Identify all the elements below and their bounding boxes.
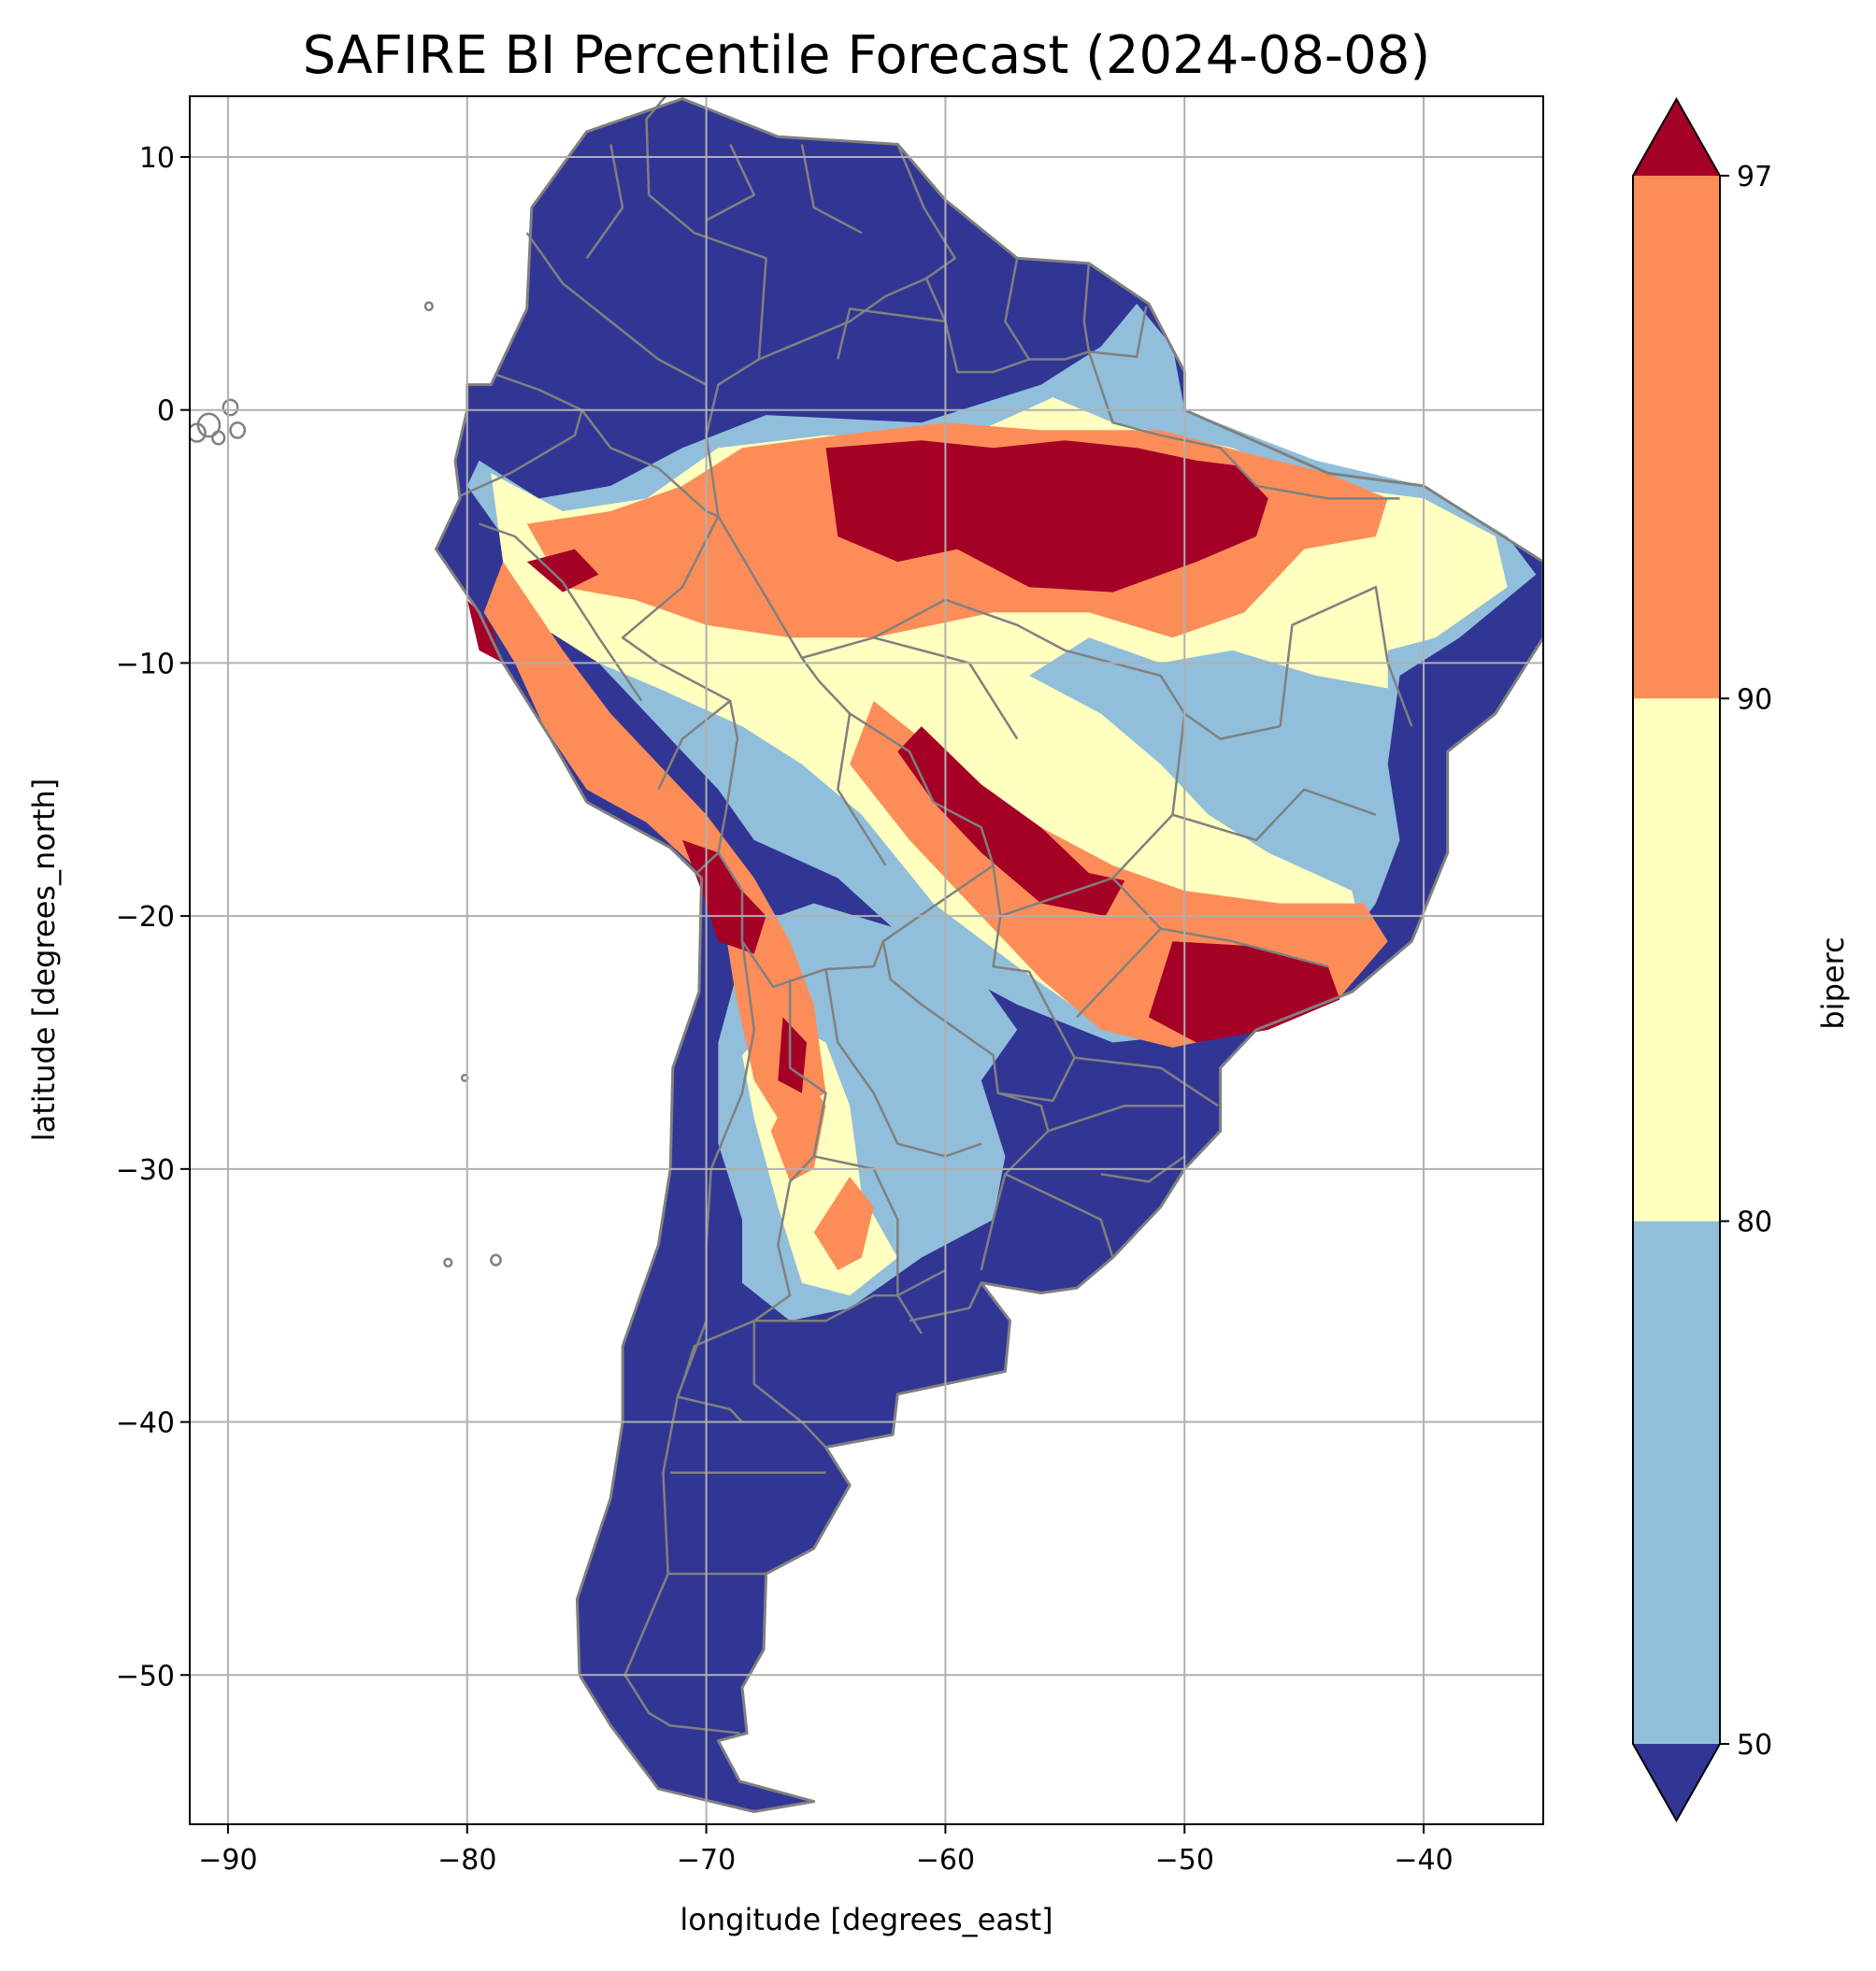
border-line-1 [758, 277, 927, 361]
x-tick-label: −70 [677, 1844, 736, 1877]
border-line-24 [788, 978, 827, 1183]
border-line-6 [580, 408, 739, 875]
colorbar-bin [1633, 698, 1720, 1221]
border-line-5 [459, 373, 583, 497]
figure-title: SAFIRE BI Percentile Forecast (2024-08-0… [303, 25, 1430, 86]
border-line-11 [980, 1092, 1050, 1271]
border-line-17 [1279, 585, 1413, 727]
border-line-29 [680, 1320, 755, 1385]
border-line-18 [999, 713, 1186, 918]
border-line-0 [645, 96, 767, 517]
region-90-97-8 [770, 1067, 826, 1182]
region-90-97-7 [483, 562, 826, 1119]
border-line-9 [881, 940, 1076, 1102]
colorbar-bin [1633, 176, 1720, 699]
border-line-33 [479, 522, 643, 702]
region-gt97-12 [1148, 941, 1340, 1043]
x-tick-label: −80 [437, 1844, 496, 1877]
x-axis-ticks: −90 −80 −70 −60 −50 −40 [198, 1824, 1454, 1877]
border-line-42 [1100, 1155, 1186, 1183]
border-line-20 [1111, 877, 1329, 968]
island-1 [190, 422, 207, 443]
border-line-3 [1004, 258, 1031, 361]
border-line-23 [1048, 1104, 1185, 1133]
region-gt97-13 [682, 839, 766, 954]
map-layer [190, 96, 1543, 1813]
y-tick-label: 0 [157, 395, 175, 428]
border-line-28 [753, 1268, 946, 1322]
region-gt97-14 [526, 549, 599, 593]
colorbar-bin [1633, 1221, 1720, 1744]
colorbar-tick-label: 80 [1737, 1207, 1772, 1239]
border-line-14 [1087, 351, 1400, 500]
x-tick-label: −90 [198, 1844, 257, 1877]
border-line-39 [706, 143, 756, 221]
island-5 [423, 301, 434, 312]
colorbar-label: biperc [1815, 936, 1851, 1029]
colorbar-tick-label: 50 [1737, 1729, 1772, 1762]
island-3 [229, 421, 247, 439]
x-tick-label: −50 [1155, 1844, 1214, 1877]
island-0 [196, 412, 222, 438]
border-line-25 [824, 968, 982, 1158]
region-gt97-11 [897, 726, 1125, 917]
x-tick-label: −60 [916, 1844, 975, 1877]
border-line-36 [525, 232, 708, 386]
plot-frame [189, 95, 1544, 1825]
y-axis-label: latitude [degrees_north] [26, 778, 62, 1142]
border-line-40 [909, 1282, 982, 1322]
border-line-7 [717, 515, 1076, 1059]
border-line-27 [813, 1155, 923, 1335]
island-7 [443, 1257, 453, 1268]
colorbar-extend-top [1633, 99, 1720, 176]
border-line-4 [1082, 263, 1091, 352]
y-axis-ticks: 10 0 −10 −20 −30 −40 −50 [116, 142, 190, 1692]
border-line-2 [896, 143, 1148, 374]
colorbar: 50 80 90 97 [1632, 96, 1772, 1823]
islands [190, 301, 502, 1268]
island-4 [211, 430, 226, 446]
border-line-35 [837, 713, 887, 866]
border-line-19 [1172, 788, 1377, 842]
border-line-26 [753, 1181, 792, 1322]
colorbar-tick-label: 90 [1737, 683, 1772, 716]
border-line-22 [1074, 1056, 1219, 1107]
y-tick-label: −50 [116, 1660, 175, 1692]
region-gt97-10 [825, 440, 1268, 593]
y-tick-label: −10 [116, 648, 175, 680]
y-tick-label: −30 [116, 1154, 175, 1187]
colorbar-extend-bottom [1633, 1744, 1720, 1821]
y-tick-label: 10 [139, 142, 175, 175]
x-axis-label: longitude [degrees_east] [680, 1902, 1053, 1937]
y-tick-label: −40 [116, 1407, 175, 1440]
region-90-97-9 [813, 1177, 874, 1271]
border-line-16 [801, 636, 1019, 740]
border-line-13 [837, 307, 946, 360]
border-line-30 [752, 1321, 827, 1449]
border-line-34 [657, 700, 731, 791]
border-line-38 [800, 144, 863, 235]
island-6 [490, 1253, 502, 1266]
x-tick-label: −40 [1394, 1844, 1453, 1877]
border-line-10 [623, 941, 756, 1735]
y-tick-label: −20 [116, 901, 175, 934]
border-line-41 [677, 1395, 743, 1423]
border-line-12 [1004, 1173, 1114, 1258]
border-line-21 [1076, 927, 1162, 1019]
border-line-37 [585, 144, 624, 260]
gridlines [190, 96, 1543, 1824]
colorbar-tick-label: 97 [1737, 161, 1772, 193]
island-2 [222, 398, 239, 417]
